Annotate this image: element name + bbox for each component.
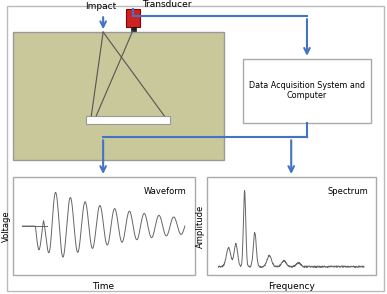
FancyBboxPatch shape: [131, 27, 135, 31]
FancyBboxPatch shape: [207, 177, 376, 275]
FancyBboxPatch shape: [12, 32, 224, 160]
Text: Time: Time: [92, 282, 115, 291]
Text: Voltage: Voltage: [2, 210, 10, 242]
Text: Amplitude: Amplitude: [195, 204, 205, 248]
Text: Transducer: Transducer: [142, 0, 192, 9]
FancyBboxPatch shape: [243, 59, 371, 123]
Text: Frequency: Frequency: [268, 282, 315, 291]
Text: Data Acquisition System and
Computer: Data Acquisition System and Computer: [249, 81, 365, 100]
Text: Spectrum: Spectrum: [327, 187, 368, 196]
FancyBboxPatch shape: [86, 116, 170, 124]
Text: Impact: Impact: [86, 2, 117, 11]
FancyBboxPatch shape: [126, 9, 140, 27]
FancyBboxPatch shape: [12, 177, 195, 275]
Text: Waveform: Waveform: [144, 187, 187, 196]
